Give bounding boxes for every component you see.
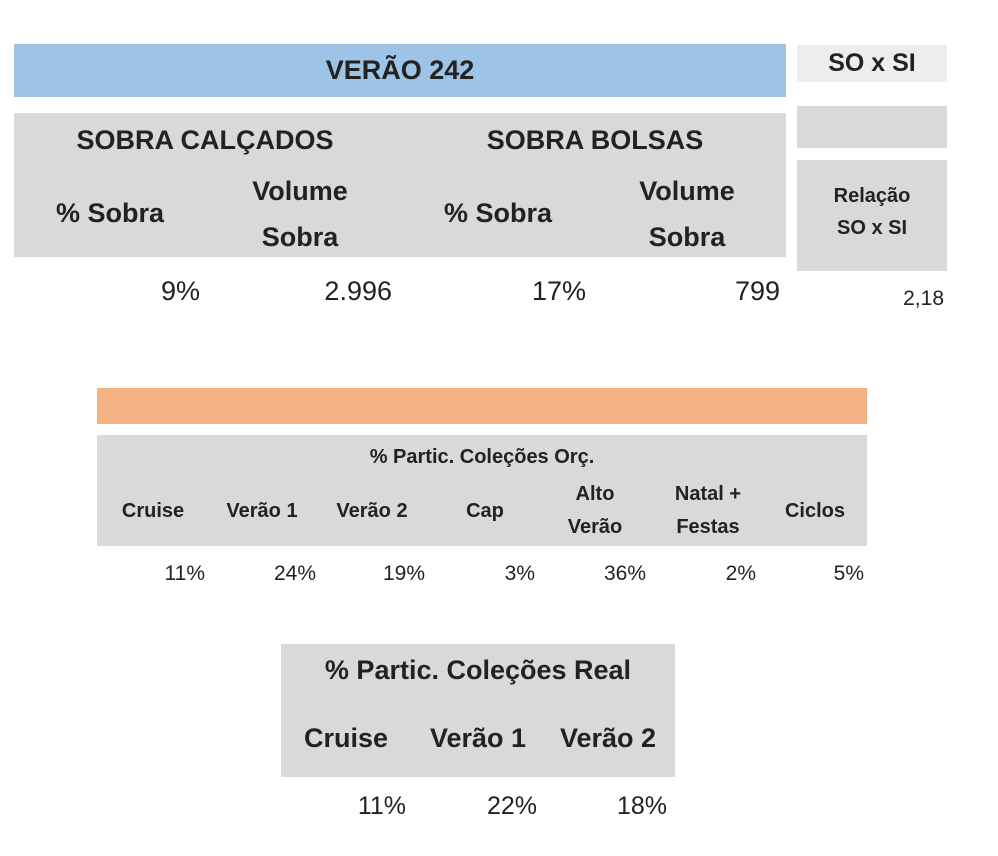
orcado-col-label: Verão 2 (336, 500, 408, 522)
real-title: % Partic. Coleções Real (324, 654, 632, 685)
real-col-header-1: Cruise (303, 722, 389, 753)
orcado-col-header-4: Cap (440, 495, 530, 528)
calcados-pct-sobra-header: % Sobra (55, 198, 165, 228)
sobra-bolsas-title: SOBRA BOLSAS (486, 124, 704, 155)
orcado-col-label-line2: Festas (676, 516, 740, 538)
real-col-header-3: Verão 2 (559, 722, 657, 753)
real-col-header-2: Verão 1 (429, 722, 527, 753)
verao-title-bar: VERÃO 242 (14, 44, 786, 97)
so-x-si-header: SO x SI (797, 45, 947, 82)
bolsas-pct-sobra-header: % Sobra (443, 198, 553, 228)
orcado-col-value-4: 3% (504, 562, 535, 585)
orcado-col-label: Cruise (121, 500, 185, 522)
sobra-calcados-title: SOBRA CALÇADOS (76, 124, 334, 155)
orcado-col-label: Verão 1 (226, 500, 298, 522)
orcado-col-value-3: 19% (382, 562, 425, 585)
real-col-value-2: 22% (486, 792, 537, 820)
orcado-col-label: Cap (466, 500, 504, 522)
orcado-col-label: Ciclos (784, 500, 846, 522)
orcado-col-value-1: 11% (164, 562, 205, 585)
sobra-header-panel (14, 113, 786, 257)
bolsas-volume-sobra-header: Volume Sobra (639, 176, 735, 252)
orcado-col-header-1: Cruise (110, 495, 196, 528)
bolsas-pct-sobra-value: 17% (531, 276, 586, 306)
bolsas-volume-sobra-value: 799 (734, 276, 780, 306)
so-x-si-title: SO x SI (828, 49, 916, 77)
so-x-si-blank-cell (797, 106, 947, 148)
orcado-title: % Partic. Coleções Orç. (369, 445, 595, 468)
orcado-col-value-5: 36% (603, 562, 646, 585)
orcado-col-header-3: Verão 2 (322, 495, 422, 528)
orcado-col-header-5: Alto Verão (550, 478, 640, 544)
orcado-col-label: Alto (575, 483, 615, 505)
real-header-panel (281, 644, 675, 777)
orcado-col-label-line2: Verão (567, 516, 623, 538)
relacao-so-x-si-value: 2,18 (903, 287, 944, 310)
orcado-col-header-7: Ciclos (766, 495, 864, 528)
orcado-col-header-6: Natal + Festas (660, 478, 756, 544)
orcado-header-panel (97, 435, 867, 546)
orcado-color-bar (97, 388, 867, 424)
calcados-volume-sobra-header: Volume Sobra (252, 176, 348, 252)
verao-title: VERÃO 242 (325, 55, 475, 85)
calcados-volume-sobra-value: 2.996 (324, 276, 392, 306)
relacao-so-x-si-header: Relação SO x SI (797, 160, 947, 271)
calcados-pct-sobra-value: 9% (160, 276, 200, 306)
orcado-col-value-2: 24% (273, 562, 316, 585)
orcado-col-label: Natal + (674, 483, 742, 505)
real-col-value-3: 18% (616, 792, 667, 820)
orcado-col-value-6: 2% (725, 562, 756, 585)
orcado-col-header-2: Verão 1 (212, 495, 312, 528)
orcado-col-value-7: 5% (833, 562, 864, 585)
real-col-value-1: 11% (357, 792, 406, 820)
